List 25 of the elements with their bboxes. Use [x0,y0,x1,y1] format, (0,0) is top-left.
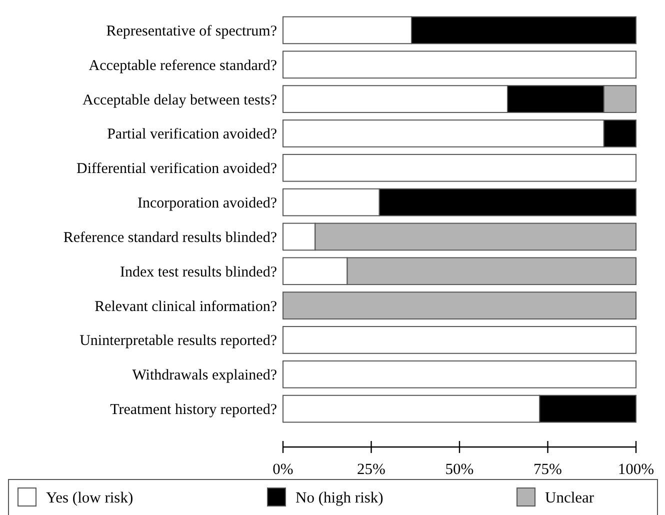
y-tick-label: Index test results blinded? [120,264,278,280]
x-tick-label: 50% [445,461,474,478]
y-tick-label: Reference standard results blinded? [63,230,278,246]
y-tick-label: Acceptable reference standard? [88,58,278,74]
y-tick-label: Relevant clinical information? [94,298,278,315]
bar [282,360,636,388]
y-tick-label: Incorporation avoided? [137,196,278,212]
x-tick-label: 100% [618,461,654,478]
legend-label: Unclear [545,489,595,506]
y-tick-label: Uninterpretable results reported? [80,333,278,350]
x-tick-label: 25% [357,461,386,478]
legend-label: No (high risk) [296,489,384,506]
y-tick-label: Differential verification avoided? [76,161,278,178]
y-tick-label: Acceptable delay between tests? [82,92,278,108]
y-tick-label: Partial verification avoided? [107,126,278,143]
bar [282,154,636,182]
bar [282,50,636,79]
x-tick-label: 0% [272,461,294,478]
legend-label: Yes (low risk) [46,489,134,506]
y-tick-label: Withdrawals explained? [132,368,278,384]
y-tick-label: Treatment history reported? [110,402,278,418]
y-tick-label: Representative of spectrum? [106,23,278,40]
bar [282,292,636,320]
x-tick-label: 75% [534,461,562,478]
bar [282,326,636,354]
